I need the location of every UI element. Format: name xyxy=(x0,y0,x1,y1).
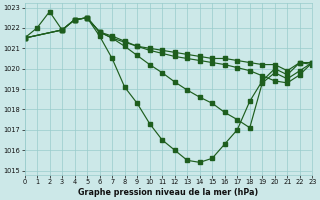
X-axis label: Graphe pression niveau de la mer (hPa): Graphe pression niveau de la mer (hPa) xyxy=(78,188,259,197)
